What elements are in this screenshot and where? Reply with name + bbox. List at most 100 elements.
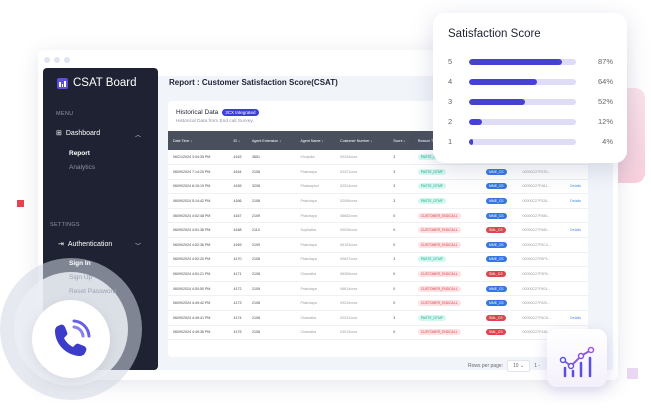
details-link[interactable]: Details <box>570 199 582 204</box>
table-cell: 4170 <box>228 252 248 268</box>
login-icon: ⇥ <box>58 241 64 248</box>
table-cell: 02231xxxx <box>335 310 389 326</box>
table-cell: MME_CS <box>481 252 518 268</box>
table-row: 06/09/2024 4:49:41 PM 4174 2108 Chanatha 022… <box>168 310 588 326</box>
table-cell: 2108 <box>247 295 296 312</box>
table-cell: 4169 <box>228 237 248 253</box>
table-cell <box>565 281 588 297</box>
score-bar-track <box>469 98 576 105</box>
table-cell: 4171 <box>228 266 248 282</box>
table-cell: 2108 <box>247 164 296 180</box>
table-cell: 2109 <box>247 237 296 253</box>
table-cell: Pratchaya <box>295 237 336 253</box>
column-header[interactable]: Date Time ↓ <box>168 131 229 150</box>
window-dots <box>44 57 70 63</box>
reason-badge: CUSTOMER_ENDCALL <box>417 285 461 292</box>
analytics-chart-icon <box>547 329 607 387</box>
table-cell: 2109 <box>247 281 296 297</box>
table-cell <box>565 252 588 268</box>
satisfaction-score-card: Satisfaction Score 5 87% 4 64% 3 52% 2 12% 1 4% <box>433 13 627 163</box>
table-cell: 0 <box>388 237 413 253</box>
chevron-down-icon[interactable]: ﹀ <box>135 244 142 250</box>
sidebar-item-authentication[interactable]: ⇥ Authentication <box>58 240 112 249</box>
table-cell: 09647xxxx <box>335 252 389 268</box>
menu-section-label: MENU <box>56 111 74 117</box>
table-cell: Chanatha <box>295 310 336 326</box>
score-bar-track <box>469 118 576 125</box>
sidebar-item-sign-up[interactable]: Sign Up <box>69 274 93 281</box>
column-header[interactable]: Customer Number ↓ <box>335 131 389 150</box>
table-cell: 06/09/2024 4:49:42 PM <box>168 295 229 312</box>
table-cell: 02221xxxx <box>335 164 389 180</box>
table-cell: Pratchaya <box>295 281 336 297</box>
table-cell: Suphattra <box>295 222 336 239</box>
table-cell: 4166 <box>228 193 248 209</box>
table-cell: MME_CS <box>481 295 518 312</box>
table-cell: 06/09/2024 5:14:42 PM <box>168 193 229 209</box>
score-row: 1 4% <box>448 137 613 146</box>
chevron-up-icon[interactable]: ︿ <box>135 133 142 139</box>
table-cell: 00000C27F526... <box>517 193 566 209</box>
decorative-square <box>17 200 24 207</box>
table-cell: MME_CS <box>481 237 518 253</box>
table-cell: 4167 <box>228 208 248 224</box>
page-title: Report : Customer Satisfaction Score(CSA… <box>169 78 338 87</box>
sidebar-item-dashboard[interactable]: ⊞ Dashboard <box>56 129 101 138</box>
table-cell: 2108 <box>247 266 296 282</box>
sidebar-item-reset-password[interactable]: Reset Password <box>69 288 117 295</box>
sidebar-item-sign-in[interactable]: Sign In <box>69 260 91 267</box>
table-cell: 2110 <box>247 222 296 239</box>
table-cell: 4173 <box>228 295 248 312</box>
table-cell: 02024xxxx <box>335 179 389 195</box>
table-cell: PASTE_DTMF <box>412 164 482 180</box>
data-table: Date Time ↓ ID ↓ Agent Extension ↓ Agent Na… <box>168 131 588 341</box>
table-cell: 06/09/2024 4:50:50 PM <box>168 281 229 297</box>
score-bar-fill <box>469 138 474 145</box>
table-cell: PASTE_DTMF <box>412 179 482 195</box>
table-row: 06/09/2024 4:49:36 PM 4175 2108 Chanatha 030… <box>168 325 588 341</box>
table-cell: Pratchaya <box>295 208 336 224</box>
table-cell: 06/09/2024 7:14:20 PM <box>168 164 229 180</box>
table-cell: CUSTOMER_ENDCALL <box>412 222 482 239</box>
queue-badge: SML_CS <box>486 314 506 321</box>
column-header[interactable]: ID ↓ <box>228 131 248 150</box>
sidebar-item-label: Dashboard <box>65 129 101 137</box>
score-percent: 4% <box>602 137 613 146</box>
table-cell: 00000C27F603... <box>517 281 566 297</box>
top-bar <box>158 68 613 76</box>
table-cell: CUSTOMER_ENDCALL <box>412 295 482 312</box>
table-cell: Details <box>565 179 588 195</box>
details-link[interactable]: Details <box>570 184 582 189</box>
table-cell: 06/09/2024 6:15:19 PM <box>168 179 229 195</box>
column-header[interactable]: Agent Extension ↓ <box>247 131 296 150</box>
sidebar-item-analytics[interactable]: Analytics <box>69 164 96 171</box>
queue-badge: MME_CS <box>486 285 507 292</box>
reason-badge: CUSTOMER_ENDCALL <box>417 300 461 307</box>
queue-badge: MME_CS <box>486 212 507 219</box>
table-cell: 3 <box>388 193 413 209</box>
table-cell: 3651 <box>247 150 296 166</box>
table-cell: 06/21/2024 3:04:35 PM <box>168 150 229 166</box>
sidebar-item-report[interactable]: Report <box>69 150 90 157</box>
rows-per-page-label: Rows per page: <box>468 363 504 369</box>
table-cell: 0 <box>388 222 413 239</box>
historical-data-card: Historical Data 3CX Integrated Historical… <box>168 101 588 357</box>
queue-badge: MME_CS <box>486 183 507 190</box>
rows-per-page-value: 10 <box>513 363 519 369</box>
details-link[interactable]: Details <box>570 315 582 320</box>
queue-badge: MME_CS <box>486 198 507 205</box>
details-link[interactable]: Details <box>570 228 582 233</box>
table-cell: 4174 <box>228 310 248 326</box>
column-header[interactable]: Agent Name ↓ <box>295 131 336 150</box>
table-cell: 3 <box>388 150 413 166</box>
integration-badge: 3CX Integrated <box>222 109 259 116</box>
column-header[interactable]: Score ↓ <box>388 131 413 150</box>
score-label: 3 <box>448 97 453 106</box>
score-bar-track <box>469 138 576 145</box>
table-cell: 4163 <box>228 150 248 166</box>
table-cell: 06103xxxx <box>335 237 389 253</box>
rows-per-page-select[interactable]: 10 ⌄ <box>507 360 531 372</box>
table-cell: 2109 <box>247 208 296 224</box>
table-cell: 4165 <box>228 179 248 195</box>
brand-logo[interactable]: CSAT Board <box>57 77 137 89</box>
